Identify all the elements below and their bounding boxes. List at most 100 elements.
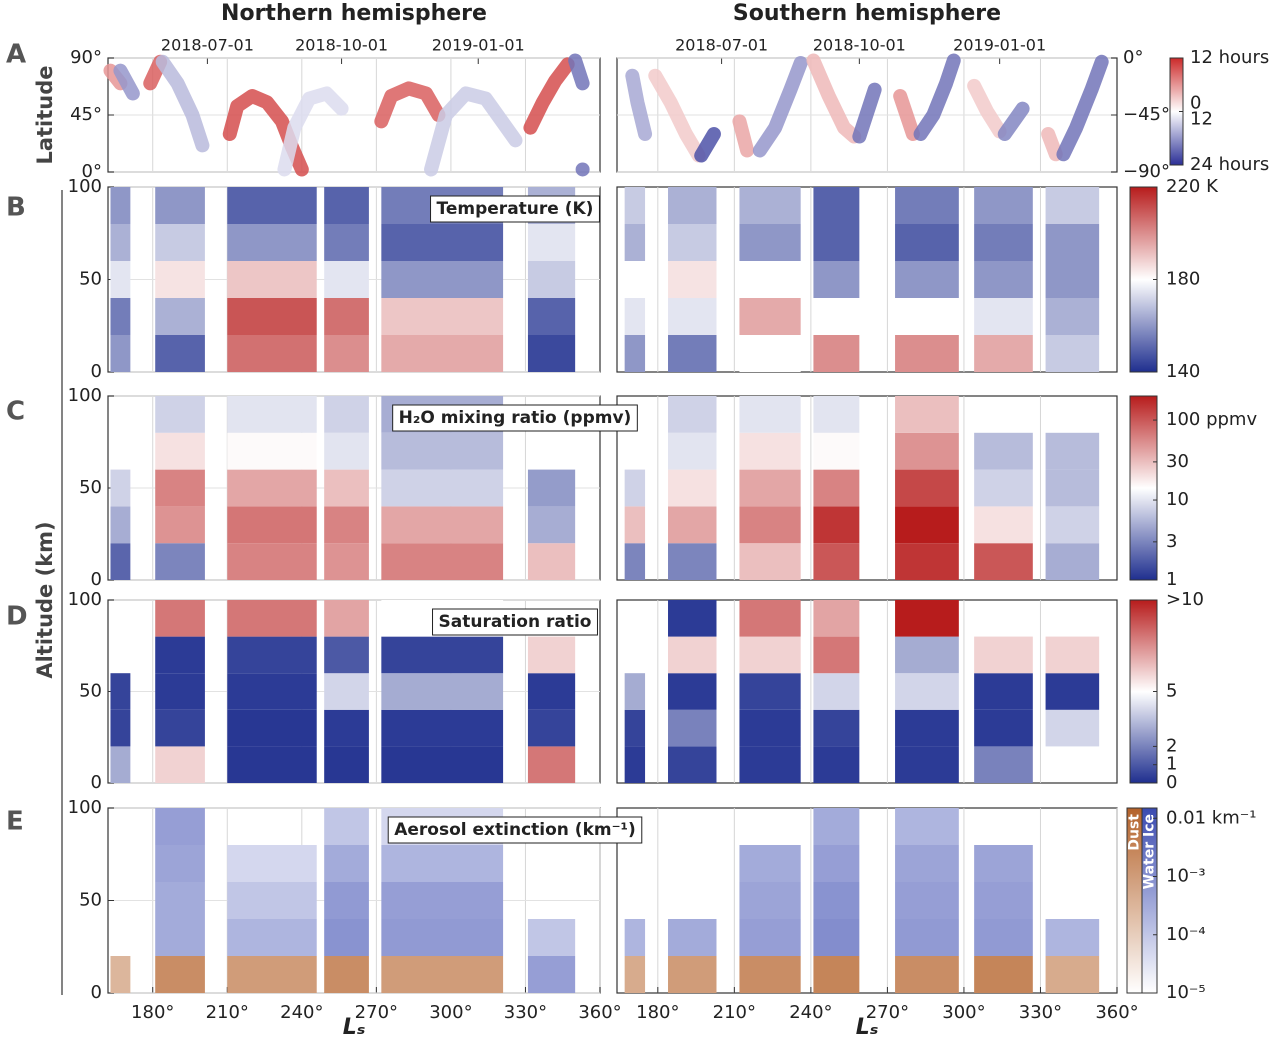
heatmap-cell [227,187,317,224]
heatmap-cell [739,396,801,433]
orbit-track [806,53,862,144]
heatmap-cell [668,600,717,637]
heatmap-cell [895,709,959,747]
heatmap-cell [974,919,1033,956]
heatmap-cell [624,469,646,507]
title-box [430,195,600,223]
heatmap-cell [739,506,801,544]
y-tick-label: 100 [68,385,102,406]
heatmap-cell [527,335,576,372]
heatmap-cell [155,432,205,470]
y-tick-label: 50 [79,477,102,498]
heatmap-cell [155,469,205,507]
heatmap-cell [895,808,959,845]
orbit-track [113,63,140,101]
date-tick-label: 2018-10-01 [295,36,388,55]
heatmap-cell [1045,187,1100,224]
heatmap-cell [227,396,317,433]
x-tick-label: 180° [131,1002,174,1023]
heatmap-cell [974,261,1033,298]
heatmap-cell [155,845,205,882]
x-tick-label: 240° [789,1002,832,1023]
heatmap-cell [739,673,801,710]
heatmap-cell [668,506,717,544]
y-tick-label: 50 [79,269,102,290]
x-tick-label: 270° [355,1002,398,1023]
heatmap-cell [527,469,576,507]
y-tick-label: 45° [70,104,102,125]
colorbar-label: 100 ppmv [1166,409,1257,430]
heatmap-cell [974,432,1033,470]
heatmap-cell [813,919,860,956]
heatmap-cell [324,746,369,783]
y-tick-label: 0° [82,161,102,182]
heatmap-cell [895,432,959,470]
heatmap-cell [813,469,860,507]
heatmap-cell [668,335,717,372]
heatmap-cell [624,746,646,783]
y-tick-label: 100 [68,797,102,818]
title-box [387,816,643,844]
heatmap-cell [668,469,717,507]
colorbar [1129,395,1158,581]
heatmap-cell [381,335,504,372]
colorbar-label: 24 hours [1190,154,1269,175]
heatmap-cell [739,261,801,298]
heatmap-cell [813,808,860,845]
x-tick-label: 330° [1019,1002,1062,1023]
heatmap-cell [324,882,369,919]
heatmap-cell [895,636,959,674]
heatmap-cell [624,224,646,261]
heatmap-cell [527,919,576,956]
colorbar-label: 220 K [1166,176,1219,197]
orbit-track [852,82,882,144]
heatmap-cell [227,469,317,507]
heatmap-cell [668,396,717,433]
heatmap-cell [324,396,369,433]
orbit-track [648,68,706,163]
heatmap-cell [155,187,205,224]
heatmap-cell [381,673,504,710]
panel-letter: D [6,602,28,632]
heatmap-cell [324,335,369,372]
x-axis-label: Lₛ [856,1015,878,1040]
heatmap-cell [974,224,1033,261]
heatmap-cell [381,845,504,882]
orbit-track [913,53,961,141]
heatmap-cell [974,746,1033,783]
colorbar [1129,186,1158,373]
heatmap-cell [739,845,801,882]
heatmap-cell [1045,636,1100,674]
colorbar-label: 3 [1166,531,1177,552]
panel-title: Aerosol extinction (km⁻¹) [394,820,636,840]
colorbar-label: 12 [1190,109,1213,130]
heatmap-cell [624,919,646,956]
heatmap-cell [227,636,317,674]
heatmap-cell [381,432,504,470]
colorbar [1129,599,1158,784]
panel-letter: E [6,807,24,837]
y-tick-label: 100 [68,589,102,610]
x-tick-label: 360° [578,1002,621,1023]
heatmap-cell [527,224,576,261]
heatmap-cell [1045,506,1100,544]
heatmap-cell [155,808,205,845]
title-box [392,404,638,432]
orbit-track [893,89,920,141]
heatmap-cell [813,432,860,470]
heatmap-cell [895,600,959,637]
y-tick-label: 90° [70,47,102,68]
orbit-track [277,86,349,177]
heatmap-cell [974,543,1033,580]
panel-letter: A [6,40,26,70]
heatmap-cell [110,709,131,747]
heatmap-cell [813,506,860,544]
heatmap-cell [227,298,317,335]
heatmap-cell [110,187,131,224]
heatmap-cell [227,600,317,637]
heatmap-cell [527,956,576,993]
heatmap-cell [1045,224,1100,261]
heatmap-cell [381,506,504,544]
heatmap-cell [527,298,576,335]
